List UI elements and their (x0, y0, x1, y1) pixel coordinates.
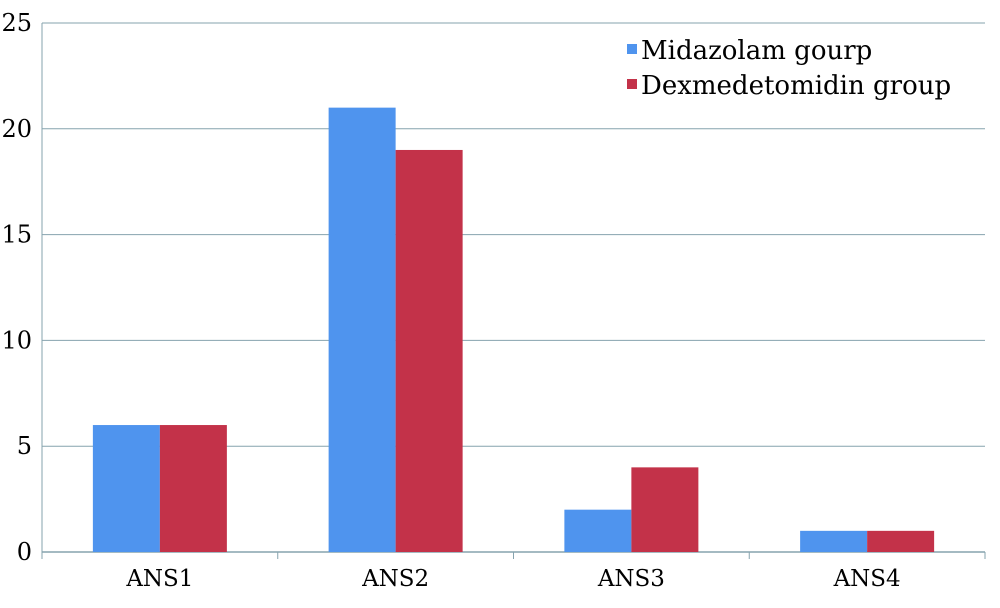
bar-ans4-series-1 (800, 530, 868, 552)
bar-ans1-series-1 (92, 425, 160, 552)
bar-ans2-series-2 (395, 149, 463, 552)
bar-ans3-series-1 (564, 509, 632, 552)
legend-label: Dexmedetomidin group (641, 71, 951, 101)
y-tick-labels: 0 5 10 15 20 25 (1, 9, 32, 566)
y-tick-label: 25 (1, 9, 32, 37)
y-tick-label: 0 (17, 538, 32, 566)
gridlines (42, 22, 985, 447)
legend-label: Midazolam gourp (641, 36, 872, 66)
bar-ans3-series-2 (631, 467, 699, 552)
y-tick-label: 5 (17, 432, 32, 460)
bars (92, 107, 935, 552)
legend: Midazolam gourp Dexmedetomidin group (627, 36, 951, 101)
x-tick-labels: ANS1 ANS2 ANS3 ANS4 (125, 566, 900, 592)
legend-swatch (627, 44, 637, 54)
y-tick-label: 20 (1, 115, 32, 143)
bar-ans2-series-1 (328, 107, 396, 552)
legend-swatch (627, 79, 637, 89)
y-tick-label: 10 (1, 326, 32, 354)
bar-ans1-series-2 (159, 425, 227, 552)
x-tick-label: ANS3 (597, 566, 665, 592)
bar-ans4-series-2 (867, 530, 935, 552)
x-tick-label: ANS2 (361, 566, 429, 592)
x-tick-label: ANS1 (125, 566, 193, 592)
x-tick-label: ANS4 (833, 566, 901, 592)
y-tick-label: 15 (1, 221, 32, 249)
